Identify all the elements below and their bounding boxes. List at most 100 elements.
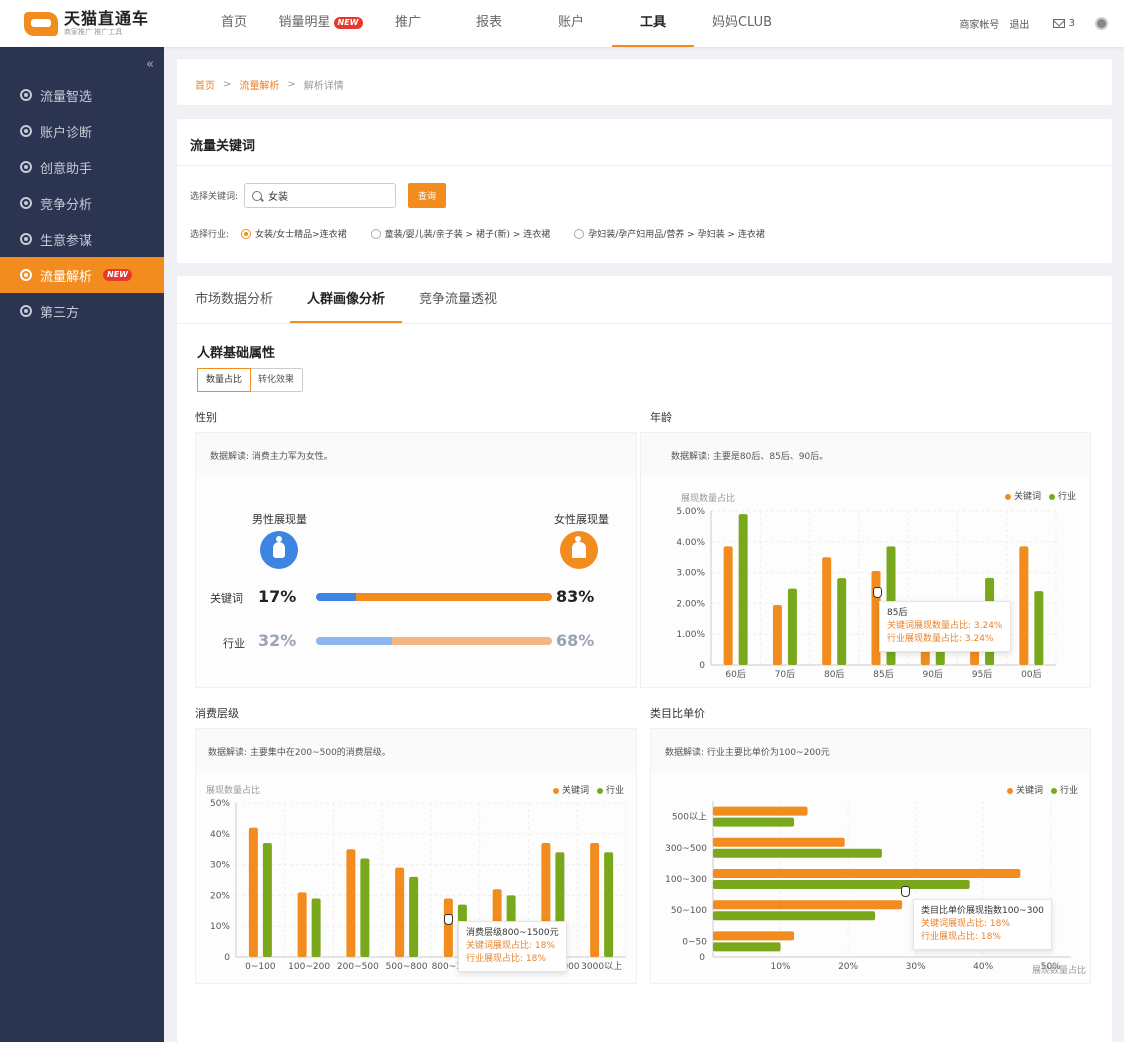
male-icon xyxy=(260,531,298,569)
top-navbar: 天猫直通车 商家推广 推广工具 首页 销量明星 NEW 推广 报表 账户 工具 妈妈CLUB … xyxy=(0,0,1124,47)
bar-keyword[interactable] xyxy=(346,849,356,957)
segment-option[interactable]: 数量占比 xyxy=(197,368,252,392)
y-tick-label: 40% xyxy=(210,830,230,840)
bar-keyword[interactable] xyxy=(713,837,845,847)
sidebar-item[interactable]: 竞争分析 xyxy=(0,185,164,221)
bar-keyword[interactable] xyxy=(713,931,795,941)
unit-price-tooltip: 类目比单价展现指数100~300 关键词展现占比: 18% 行业展现占比: 18… xyxy=(913,899,1052,950)
y-tick-label: 50% xyxy=(210,799,230,809)
bar-keyword[interactable] xyxy=(297,892,307,957)
sidebar-item[interactable]: 流量智选 xyxy=(0,77,164,113)
bar-industry[interactable] xyxy=(409,876,419,957)
bar-keyword[interactable] xyxy=(1019,546,1029,665)
keyword-card-title: 流量关键词 xyxy=(190,139,256,154)
consumption-chart: 展现数量占比 0 10% 20% 30% 40% 50% 0~100 100~200 200~50… xyxy=(206,784,627,972)
sidebar-item[interactable]: 流量解析 NEW xyxy=(0,257,164,293)
collapse-sidebar-icon[interactable]: « xyxy=(146,57,154,72)
legend-industry: 行业 xyxy=(596,783,624,796)
sidebar-item[interactable]: 创意助手 xyxy=(0,149,164,185)
bar-industry[interactable] xyxy=(787,588,797,665)
gender-bar-keyword xyxy=(316,593,552,601)
query-button[interactable]: 查询 xyxy=(408,183,447,208)
account-link[interactable]: 商家帐号 xyxy=(959,20,1000,31)
keyword-search-input[interactable]: 女装 xyxy=(244,183,397,208)
industry-radio-label: 孕妇装/孕产妇用品/营养 > 孕妇装 > 连衣裙 xyxy=(588,230,765,240)
gear-icon xyxy=(20,89,32,101)
bar-industry[interactable] xyxy=(713,911,876,921)
y-tick-label: 0 xyxy=(699,953,705,963)
breadcrumb-current: 解析详情 xyxy=(303,81,344,92)
bar-keyword[interactable] xyxy=(713,806,808,816)
bar-keyword[interactable] xyxy=(248,827,258,957)
x-tick-label: 70后 xyxy=(775,669,795,680)
main-nav: 首页 销量明星 NEW 推广 报表 账户 工具 妈妈CLUB xyxy=(195,0,790,47)
segment-option[interactable]: 转化效果 xyxy=(258,375,295,385)
breadcrumb-traffic[interactable]: 流量解析 xyxy=(239,81,280,92)
breadcrumb-home[interactable]: 首页 xyxy=(195,81,215,92)
bar-keyword[interactable] xyxy=(822,557,832,665)
y-tick-label: 0~50 xyxy=(682,937,707,947)
age-chart: 展现数量占比 0 1.00% 2.00% 3.00% 4.00% 5.00% 60后 70后 80… xyxy=(676,492,1057,680)
gear-icon xyxy=(20,269,32,281)
bar-keyword[interactable] xyxy=(723,546,733,665)
nav-item[interactable]: 首页 xyxy=(195,0,273,47)
bar-keyword[interactable] xyxy=(443,898,453,957)
analysis-tab[interactable]: 人群画像分析 xyxy=(290,276,403,323)
bar-industry[interactable] xyxy=(738,514,748,665)
breadcrumb-separator-icon: > xyxy=(287,79,296,90)
x-tick-label: 800~1500 xyxy=(432,962,480,972)
nav-item[interactable]: 报表 xyxy=(448,0,530,47)
bar-keyword[interactable] xyxy=(713,869,1021,878)
new-badge: NEW xyxy=(103,269,132,281)
y-tick-label: 10% xyxy=(210,922,230,932)
consumption-panel: 数据解读: 主要集中在200~500的消费层级。 展现数量占比 0 10% 20% 30… xyxy=(195,728,637,984)
bar-industry[interactable] xyxy=(713,880,970,889)
bar-keyword[interactable] xyxy=(772,604,782,665)
bar-industry[interactable] xyxy=(1034,591,1044,665)
bar-industry[interactable] xyxy=(837,578,847,665)
sidebar-item[interactable]: 生意参谋 xyxy=(0,221,164,257)
nav-item[interactable]: 推广 xyxy=(368,0,448,47)
brand-title: 天猫直通车 xyxy=(64,9,150,28)
bar-industry[interactable] xyxy=(604,852,614,957)
bar-keyword[interactable] xyxy=(713,900,903,910)
bar-industry[interactable] xyxy=(713,848,882,858)
sidebar-item-label: 第三方 xyxy=(40,305,80,321)
avatar[interactable] xyxy=(1095,17,1108,30)
gender-bar-industry xyxy=(316,637,552,645)
hand-cursor-icon xyxy=(873,587,882,598)
sidebar-item[interactable]: 账户诊断 xyxy=(0,113,164,149)
mail-button[interactable]: 3 xyxy=(1053,18,1075,29)
y-tick-label: 0 xyxy=(699,661,705,671)
nav-item-label: 账户 xyxy=(557,15,584,30)
nav-item[interactable]: 账户 xyxy=(530,0,612,47)
age-note: 数据解读: 主要是80后、85后、90后。 xyxy=(641,433,1090,477)
sidebar-item[interactable]: 第三方 xyxy=(0,293,164,329)
sidebar-item-label: 竞争分析 xyxy=(40,197,93,213)
analysis-tab[interactable]: 市场数据分析 xyxy=(195,292,274,307)
bar-keyword[interactable] xyxy=(395,867,405,957)
x-tick-label: 00后 xyxy=(1021,669,1041,680)
bar-industry[interactable] xyxy=(713,817,795,827)
nav-item[interactable]: 销量明星 NEW xyxy=(273,0,368,47)
industry-label: 选择行业: xyxy=(190,230,230,240)
sidebar-item-label: 生意参谋 xyxy=(40,233,93,249)
analysis-tab[interactable]: 竞争流量透视 xyxy=(419,292,498,307)
nav-item[interactable]: 工具 xyxy=(612,0,694,47)
brand-logo[interactable]: 天猫直通车 商家推广 推广工具 xyxy=(24,10,149,37)
search-icon xyxy=(252,190,263,201)
bar-keyword[interactable] xyxy=(590,843,600,957)
logout-link[interactable]: 退出 xyxy=(1009,20,1030,31)
x-tick-label: 0~100 xyxy=(245,962,276,972)
nav-item-label: 工具 xyxy=(639,15,666,30)
nav-item-label: 报表 xyxy=(475,15,502,30)
industry-radio[interactable]: 孕妇装/孕产妇用品/营养 > 孕妇装 > 连衣裙 xyxy=(574,227,765,240)
bar-industry[interactable] xyxy=(262,843,272,957)
nav-item[interactable]: 妈妈CLUB xyxy=(694,0,790,47)
industry-radio[interactable]: 童装/婴儿装/亲子装 > 裙子(新) > 连衣裙 xyxy=(370,227,550,240)
bar-industry[interactable] xyxy=(311,898,321,957)
gender-row-label: 行业 xyxy=(223,637,245,650)
industry-radio[interactable]: 女装/女士精品>连衣裙 xyxy=(241,227,347,240)
bar-industry[interactable] xyxy=(713,942,781,952)
bar-industry[interactable] xyxy=(360,858,370,957)
